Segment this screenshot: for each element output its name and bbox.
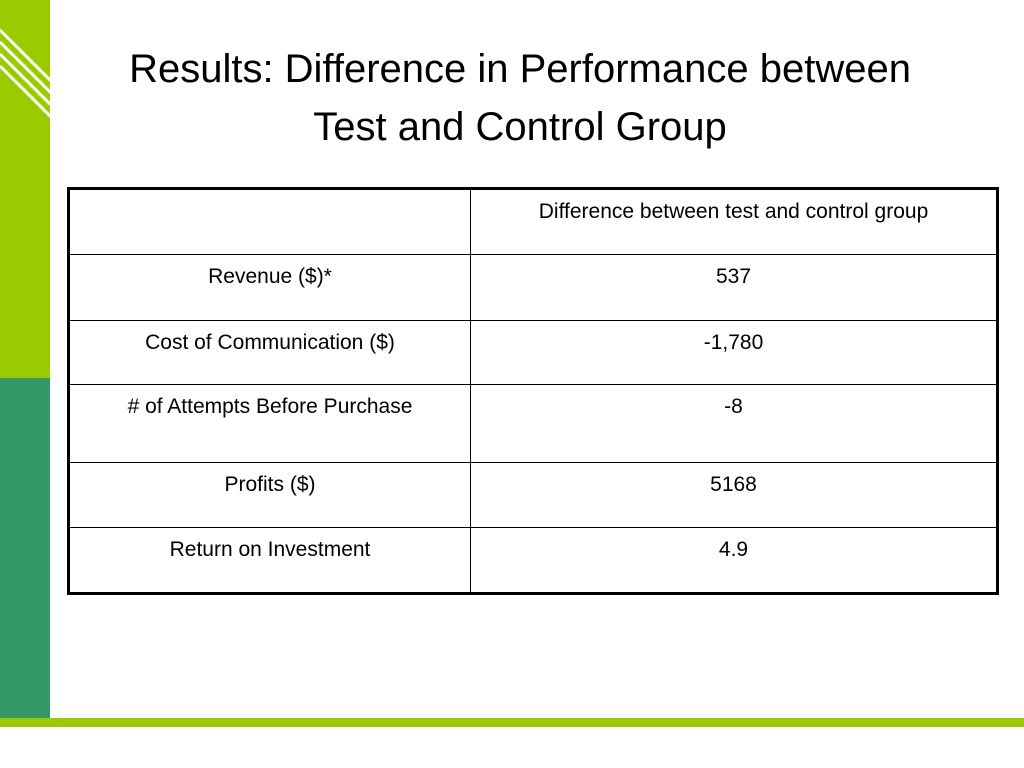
row-label: Profits ($) (68, 462, 471, 528)
table-row: Cost of Communication ($) -1,780 (68, 320, 998, 385)
row-value: 5168 (470, 462, 998, 528)
header-cell-difference: Difference between test and control grou… (470, 188, 998, 255)
row-value: -1,780 (470, 320, 998, 385)
header-cell-empty (68, 188, 471, 255)
row-value: 4.9 (470, 527, 998, 594)
table-row: Profits ($) 5168 (68, 462, 998, 528)
row-label: Cost of Communication ($) (68, 320, 471, 385)
table-header-row: Difference between test and control grou… (68, 188, 998, 255)
table-row: # of Attempts Before Purchase -8 (68, 384, 998, 463)
row-value: -8 (470, 384, 998, 463)
table-row: Revenue ($)* 537 (68, 254, 998, 321)
row-value: 537 (470, 254, 998, 321)
row-label: # of Attempts Before Purchase (68, 384, 471, 463)
row-label: Revenue ($)* (68, 254, 471, 321)
bottom-accent-line (0, 718, 1024, 727)
left-accent-bar-dark (0, 378, 50, 720)
slide-title: Results: Difference in Performance betwe… (129, 47, 911, 149)
row-label: Return on Investment (68, 527, 471, 594)
results-table: Difference between test and control grou… (67, 187, 999, 595)
diagonal-stripes-decoration (0, 28, 60, 128)
table-row: Return on Investment 4.9 (68, 527, 998, 594)
